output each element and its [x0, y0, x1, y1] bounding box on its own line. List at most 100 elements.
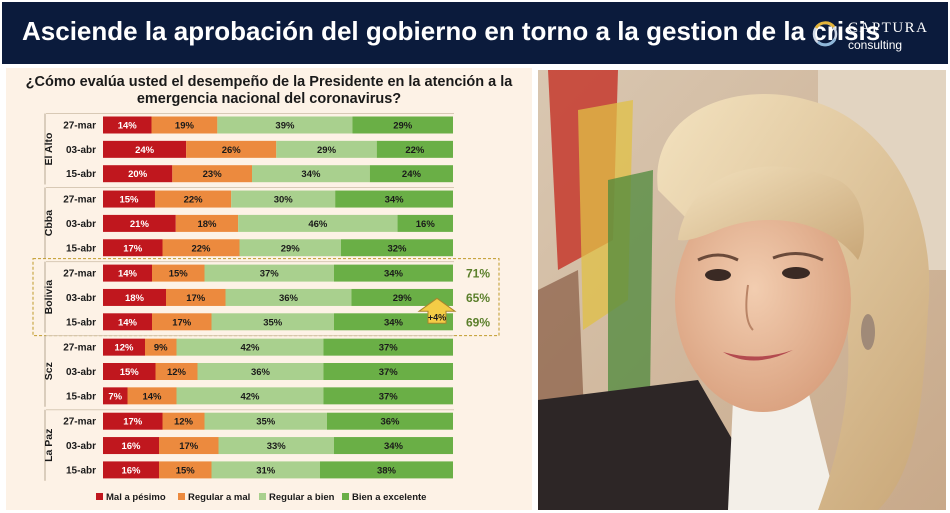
data-label: 34% — [301, 169, 321, 180]
captura-logo-icon — [812, 21, 838, 47]
bar-segment — [231, 190, 336, 208]
chart-title: ¿Cómo evalúa usted el desempeño de la Pr… — [25, 74, 513, 107]
data-label: 20% — [128, 169, 148, 180]
bar-segment — [162, 412, 205, 430]
data-label: 15% — [119, 195, 139, 206]
row-date-label: 15-abr — [66, 391, 96, 402]
group-label: La Paz — [43, 429, 55, 462]
bar-segment — [175, 214, 239, 232]
row-date-label: 03-abr — [66, 219, 96, 230]
data-label: 36% — [279, 293, 299, 304]
bar-segment — [166, 288, 226, 306]
increase-label: +4% — [428, 312, 446, 322]
data-label: 30% — [274, 195, 294, 206]
bar-segment — [103, 338, 145, 356]
data-label: 22% — [184, 195, 204, 206]
legend-swatch — [259, 493, 266, 500]
bar-segment — [162, 239, 240, 257]
data-label: 14% — [118, 269, 138, 280]
data-label: 24% — [402, 169, 422, 180]
row-date-label: 03-abr — [66, 293, 96, 304]
row-date-label: 15-abr — [66, 465, 96, 476]
bar-segment — [351, 288, 453, 306]
data-label: 14% — [118, 317, 138, 328]
row-date-label: 15-abr — [66, 243, 96, 254]
data-label: 12% — [174, 417, 194, 428]
data-label: 37% — [260, 269, 280, 280]
bar-segment — [204, 264, 334, 282]
bar-segment — [154, 190, 232, 208]
data-label: 16% — [121, 465, 141, 476]
data-label: 19% — [175, 121, 195, 132]
bar-segment — [334, 437, 453, 455]
captura-logo: CAPTURA consulting — [810, 15, 940, 55]
data-label: 29% — [393, 293, 413, 304]
row-date-label: 03-abr — [66, 145, 96, 156]
bar-segment — [103, 116, 152, 134]
bar-segment — [176, 338, 324, 356]
data-label: 21% — [130, 219, 150, 230]
data-label: 26% — [222, 145, 242, 156]
legend-label: Bien a excelente — [352, 492, 426, 503]
data-label: 7% — [108, 391, 122, 402]
data-label: 24% — [135, 145, 155, 156]
data-label: 18% — [125, 293, 145, 304]
data-label: 9% — [154, 343, 168, 354]
group-label: El Alto — [43, 133, 55, 166]
data-label: 14% — [118, 121, 138, 132]
group-label: Scz — [43, 362, 55, 380]
row-date-label: 15-abr — [66, 169, 96, 180]
bar-segment — [103, 412, 163, 430]
bar-segment — [211, 461, 320, 479]
data-label: 17% — [172, 317, 192, 328]
row-date-label: 15-abr — [66, 317, 96, 328]
legend-swatch — [342, 493, 349, 500]
data-label: 22% — [191, 243, 211, 254]
bar-segment — [397, 214, 453, 232]
bar-segment — [103, 437, 159, 455]
group-label: Bolivia — [43, 280, 55, 315]
data-label: 36% — [380, 417, 400, 428]
bar-segment — [334, 264, 453, 282]
increase-arrow-icon — [417, 297, 457, 324]
data-label: 39% — [275, 121, 295, 132]
bar-segment — [103, 288, 166, 306]
bar-segment — [151, 116, 218, 134]
data-label: 12% — [167, 367, 187, 378]
bar-segment — [218, 437, 334, 455]
row-date-label: 03-abr — [66, 367, 96, 378]
bar-segment — [145, 338, 177, 356]
bar-segment — [323, 338, 453, 356]
data-label: 22% — [405, 145, 425, 156]
bar-segment — [152, 313, 212, 331]
data-label: 18% — [197, 219, 217, 230]
bar-segment — [186, 140, 277, 158]
president-photo — [538, 70, 946, 510]
data-label: 34% — [385, 195, 405, 206]
row-date-label: 27-mar — [63, 269, 96, 280]
data-label: 29% — [317, 145, 337, 156]
data-label: 16% — [121, 441, 141, 452]
bar-segment — [323, 387, 453, 405]
data-label: 17% — [123, 243, 143, 254]
row-date-label: 03-abr — [66, 441, 96, 452]
data-label: 32% — [387, 243, 407, 254]
data-label: 31% — [256, 465, 276, 476]
row-date-label: 27-mar — [63, 417, 96, 428]
bar-segment — [225, 288, 352, 306]
bar-segment — [320, 461, 453, 479]
legend-swatch — [178, 493, 185, 500]
bar-segment — [103, 239, 163, 257]
bar-segment — [239, 239, 341, 257]
logo-text-primary: CAPTURA — [848, 20, 929, 36]
bar-segment — [197, 363, 324, 380]
legend-label: Mal a pésimo — [106, 492, 166, 503]
data-label: 34% — [384, 317, 404, 328]
data-label: 34% — [384, 441, 404, 452]
legend-label: Regular a mal — [188, 492, 250, 503]
bar-segment — [103, 387, 128, 405]
bar-segment — [103, 313, 152, 331]
bar-segment — [334, 313, 453, 331]
legend-label: Regular a bien — [269, 492, 335, 503]
data-label: 37% — [379, 343, 399, 354]
